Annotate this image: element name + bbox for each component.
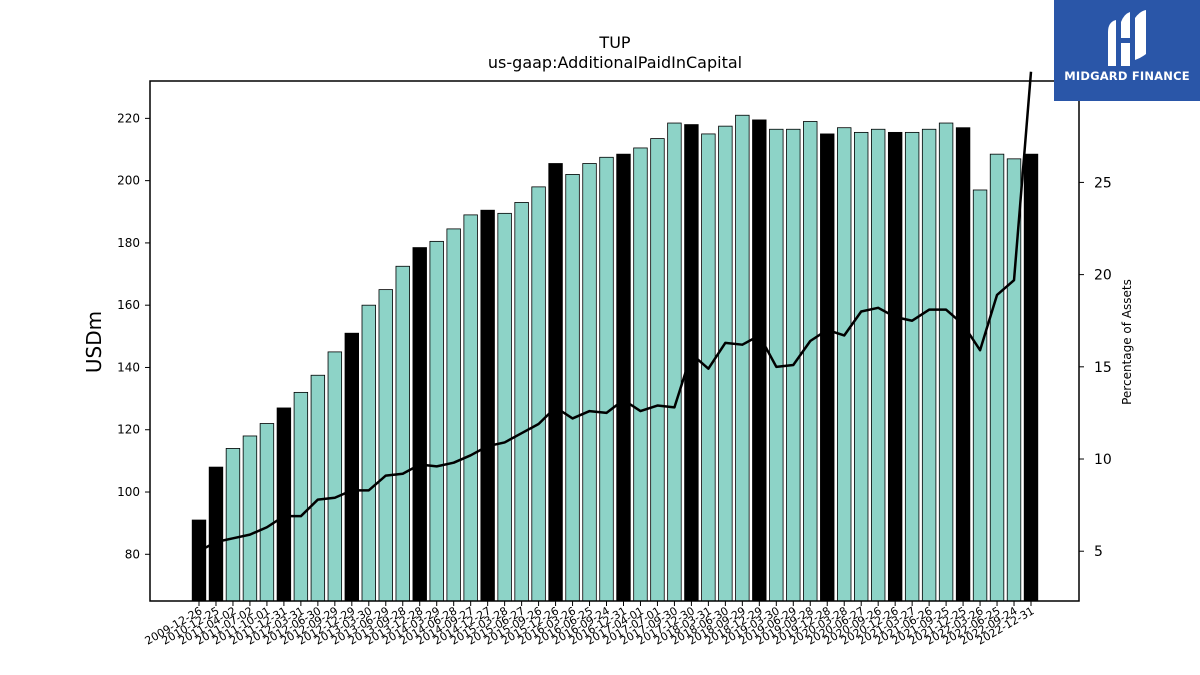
y-tick-label: 100 [117, 485, 140, 499]
bar [938, 122, 954, 602]
bar [310, 374, 326, 602]
bar [446, 228, 461, 602]
bar [904, 131, 920, 602]
bar [887, 131, 903, 602]
midgard-finance-logo: MIDGARD FINANCE [1054, 0, 1200, 101]
plot-frame [149, 80, 1080, 602]
y2-tick-label: 10 [1094, 452, 1112, 468]
bar [599, 156, 614, 602]
y2-axis-ticks: 5 10 15 20 25 [1079, 175, 1112, 560]
bar [429, 240, 444, 602]
bar [955, 127, 971, 602]
y-tick-label: 120 [117, 423, 140, 437]
bar [191, 519, 207, 602]
bar [225, 448, 241, 602]
y2-tick-label: 20 [1094, 268, 1112, 284]
y-tick-label: 140 [117, 360, 140, 374]
bar [412, 247, 427, 602]
chart-title: TUP [598, 33, 630, 52]
chart-subtitle: us-gaap:AdditionalPaidInCapital [488, 53, 742, 72]
bar [667, 122, 682, 602]
y-axis-label: USDm [82, 311, 106, 373]
y-tick-label: 220 [117, 111, 140, 125]
bar [463, 214, 478, 602]
bar [276, 407, 292, 602]
bar [208, 466, 224, 602]
y-tick-label: 200 [117, 174, 140, 188]
y2-tick-label: 15 [1094, 360, 1112, 376]
bar [395, 265, 410, 602]
bar [242, 435, 258, 602]
x-axis-ticks: 2009-12-262010-12-252011-04-022011-07-02… [143, 601, 1037, 648]
bar [259, 423, 275, 602]
bar [854, 131, 869, 602]
bar [548, 163, 563, 602]
bar [565, 174, 580, 602]
bar [752, 119, 767, 602]
bar [972, 189, 988, 602]
bar [531, 186, 546, 602]
bar-series [191, 114, 1039, 602]
logo-text: MIDGARD FINANCE [1064, 69, 1190, 83]
bar [327, 351, 343, 602]
bar [480, 209, 495, 602]
bar [735, 114, 750, 602]
bar [870, 128, 886, 602]
bar [1023, 153, 1039, 602]
y-axis-ticks: 80 100 120 140 160 180 200 220 [117, 111, 150, 561]
bar [378, 289, 393, 602]
bar [837, 127, 852, 602]
bar [582, 163, 597, 602]
y2-axis-label: Percentage of Assets [1120, 279, 1134, 405]
bar [820, 133, 835, 602]
bar [989, 153, 1005, 602]
bar [803, 121, 818, 602]
y-tick-label: 160 [117, 298, 140, 312]
bar [684, 124, 699, 602]
bar [514, 202, 529, 602]
bar [361, 304, 376, 602]
midgard-logo-icon [1108, 10, 1146, 66]
percentage-of-assets-line [198, 71, 1033, 553]
y-tick-label: 80 [125, 547, 140, 561]
y-tick-label: 180 [117, 236, 140, 250]
bar [344, 332, 359, 602]
bar [921, 128, 937, 602]
bar [718, 125, 733, 602]
y2-tick-label: 25 [1094, 175, 1112, 191]
bar [293, 391, 309, 602]
bar [650, 138, 665, 602]
bar [497, 212, 512, 602]
bar [616, 153, 631, 602]
y2-tick-label: 5 [1094, 544, 1103, 560]
bar [633, 147, 648, 602]
